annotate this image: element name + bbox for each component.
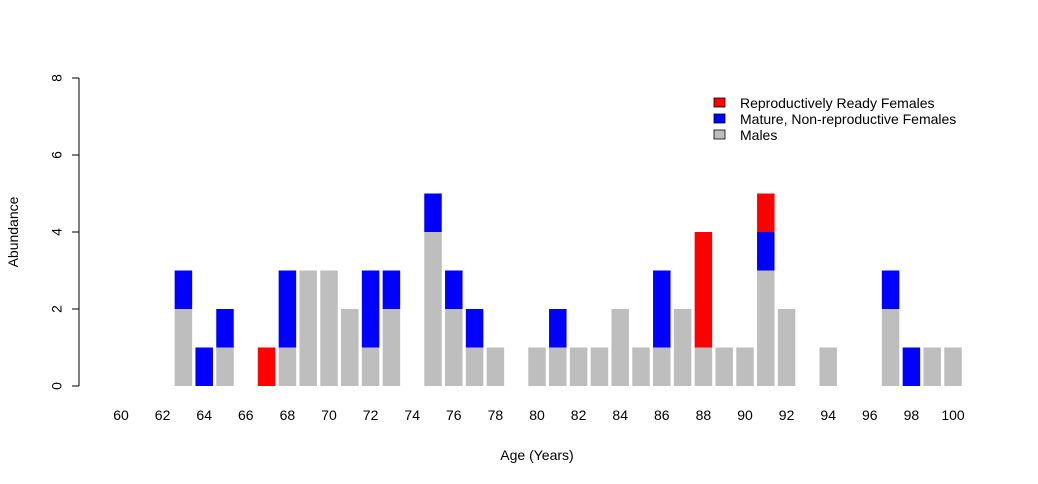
legend-label: Males	[740, 127, 777, 143]
y-tick-label: 4	[49, 228, 65, 236]
bar-age-75-series-0	[424, 232, 442, 386]
bar-age-68-series-1	[278, 270, 297, 348]
bar-age-73-series-1	[382, 270, 401, 309]
bar-age-75-series-1	[424, 193, 442, 232]
x-tick-label: 90	[737, 407, 753, 423]
x-tick-label: 98	[904, 407, 920, 423]
bar-age-91-series-1	[757, 232, 775, 271]
bar-age-94-series-0	[819, 347, 837, 386]
x-tick-label: 78	[488, 407, 504, 423]
x-axis-title: Age (Years)	[500, 447, 573, 463]
x-tick-label: 94	[820, 407, 836, 423]
y-tick-label: 6	[49, 151, 65, 159]
legend-label: Mature, Non-reproductive Females	[740, 111, 956, 127]
bar-age-71-series-0	[341, 309, 359, 386]
y-tick-label: 8	[49, 74, 65, 82]
y-tick-label: 2	[49, 305, 65, 313]
bar-age-97-series-0	[881, 309, 900, 386]
bar-age-63-series-0	[174, 309, 193, 386]
x-tick-label: 60	[113, 407, 129, 423]
bar-age-90-series-0	[736, 347, 754, 386]
legend-swatch	[713, 113, 726, 124]
legend-label: Reproductively Ready Females	[740, 95, 935, 111]
bar-age-87-series-0	[673, 309, 692, 386]
x-tick-label: 88	[696, 407, 712, 423]
bar-age-73-series-0	[382, 309, 401, 386]
bar-age-81-series-1	[549, 309, 567, 348]
bar-age-65-series-0	[216, 347, 234, 386]
x-tick-label: 62	[155, 407, 171, 423]
bar-age-76-series-0	[445, 309, 463, 386]
x-tick-label: 72	[363, 407, 379, 423]
x-tick-label: 92	[779, 407, 795, 423]
bar-age-72-series-0	[361, 347, 380, 386]
legend-swatch	[713, 129, 726, 140]
y-axis-title: Abundance	[5, 196, 21, 267]
bar-age-64-series-1	[195, 347, 213, 386]
x-tick-label: 100	[941, 407, 965, 423]
bar-age-91-series-0	[757, 270, 775, 386]
bar-age-98-series-1	[902, 347, 921, 386]
x-tick-label: 64	[196, 407, 212, 423]
x-tick-label: 76	[446, 407, 462, 423]
bar-age-83-series-0	[590, 347, 609, 386]
bar-age-88-series-0	[694, 347, 713, 386]
bar-age-69-series-0	[299, 270, 317, 386]
bar-age-97-series-1	[881, 270, 900, 309]
bar-age-77-series-0	[465, 347, 484, 386]
bar-age-85-series-0	[632, 347, 650, 386]
x-tick-label: 68	[280, 407, 296, 423]
bar-age-82-series-0	[569, 347, 588, 386]
bar-age-72-series-1	[361, 270, 380, 348]
bar-age-77-series-1	[465, 309, 484, 348]
bar-age-70-series-0	[320, 270, 338, 386]
bar-age-84-series-0	[611, 309, 629, 386]
bar-age-63-series-1	[174, 270, 193, 309]
bar-age-100-series-0	[944, 347, 962, 386]
x-tick-label: 86	[654, 407, 670, 423]
bar-age-67-series-2	[257, 347, 276, 386]
x-axis: 60 62 64 66 68 70 72 74 76 78 80 82 84 86 88 90 92 94 96 98…	[113, 407, 965, 423]
bar-age-99-series-0	[923, 347, 941, 386]
bar-age-80-series-0	[528, 347, 546, 386]
bar-age-81-series-0	[549, 347, 567, 386]
bar-age-89-series-0	[715, 347, 733, 386]
x-tick-label: 82	[571, 407, 587, 423]
y-tick-label: 0	[49, 382, 65, 390]
bar-age-88-series-2	[694, 232, 713, 348]
bar-age-92-series-0	[777, 309, 796, 386]
legend-swatch	[713, 97, 726, 108]
x-tick-label: 96	[862, 407, 878, 423]
bar-age-86-series-0	[653, 347, 671, 386]
bar-age-91-series-2	[757, 193, 775, 232]
bar-age-76-series-1	[445, 270, 463, 309]
bar-age-68-series-0	[278, 347, 297, 386]
bar-age-78-series-0	[486, 347, 505, 386]
y-axis: 0 2 4 6 8	[49, 74, 80, 390]
bar-age-65-series-1	[216, 309, 234, 348]
x-tick-label: 84	[612, 407, 628, 423]
x-tick-label: 74	[404, 407, 420, 423]
x-tick-label: 70	[321, 407, 337, 423]
bars-layer	[174, 193, 962, 386]
x-tick-label: 66	[238, 407, 254, 423]
bar-age-86-series-1	[653, 270, 671, 348]
x-tick-label: 80	[529, 407, 545, 423]
